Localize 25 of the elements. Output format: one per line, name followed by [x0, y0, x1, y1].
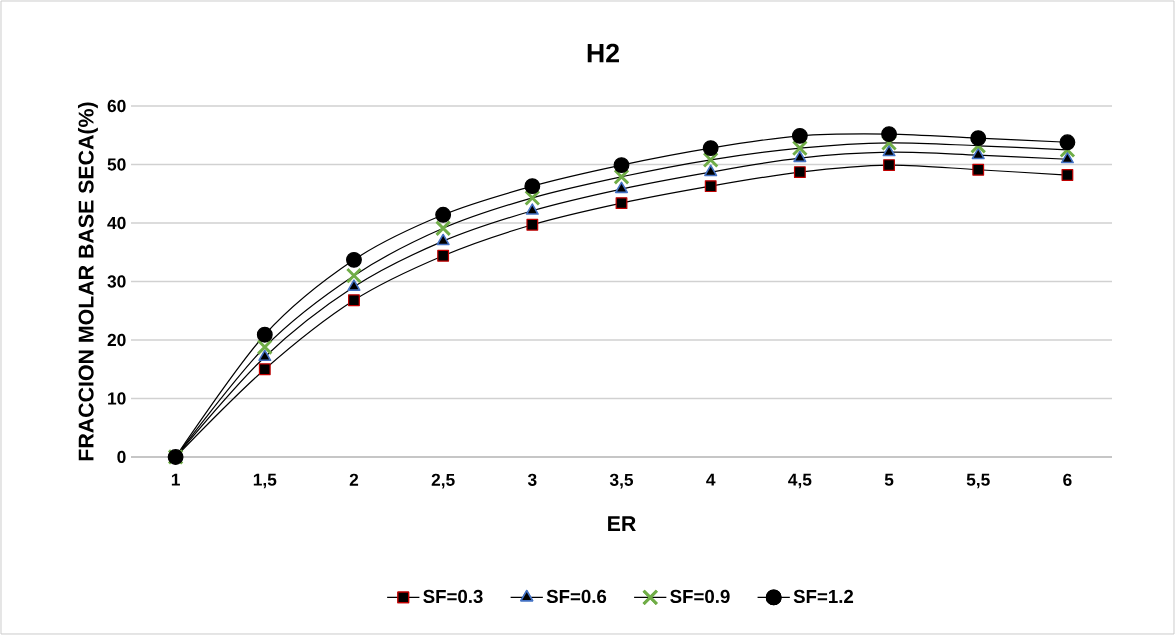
x-tick-label: 6	[1063, 473, 1072, 486]
chart-title: H2	[587, 43, 619, 63]
y-tick-label: 0	[117, 450, 126, 464]
y-axis-title: FRACCION MOLAR BASE SECA(%)	[77, 102, 98, 461]
legend-label: SF=0.9	[670, 589, 730, 604]
x-tick-label: 5,5	[966, 473, 990, 489]
legend-label: SF=1.2	[793, 589, 854, 604]
legend-label: SF=0.6	[546, 589, 607, 604]
legend-label: SF=0.3	[423, 589, 483, 604]
y-tick-label: 30	[107, 275, 126, 288]
x-tick-label: 5	[884, 473, 894, 486]
x-axis-title: ER	[608, 516, 636, 531]
y-tick-label: 20	[107, 333, 126, 347]
x-tick-label: 3,5	[609, 473, 634, 489]
y-tick-label: 40	[107, 216, 126, 230]
x-tick-label: 4,5	[788, 473, 812, 489]
x-tick-label: 1	[171, 473, 180, 486]
y-tick-label: 10	[108, 392, 126, 405]
x-tick-label: 4	[706, 473, 716, 486]
x-tick-label: 2,5	[431, 473, 455, 489]
y-tick-label: 50	[107, 158, 126, 171]
x-tick-label: 3	[527, 473, 537, 486]
y-tick-label: 60	[107, 99, 126, 113]
x-tick-label: 1,5	[253, 473, 277, 489]
x-tick-label: 2	[349, 473, 359, 486]
